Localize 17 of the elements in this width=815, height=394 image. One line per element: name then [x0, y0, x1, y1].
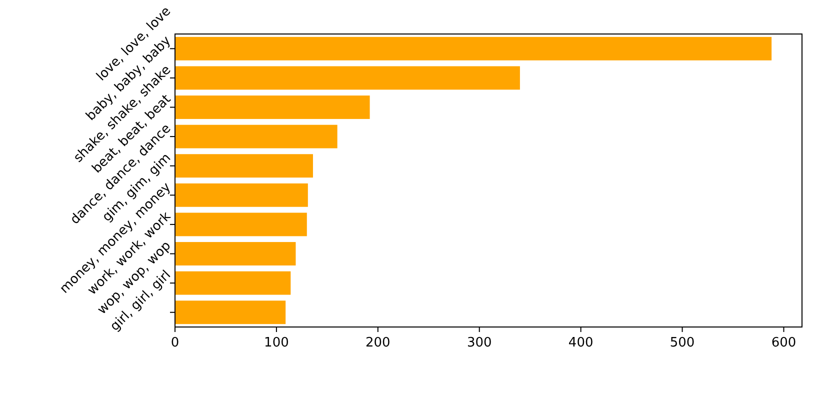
bar [175, 242, 296, 266]
x-tick-label: 100 [264, 336, 289, 351]
bar [175, 271, 291, 295]
bar [175, 183, 308, 207]
x-tick-label: 500 [670, 336, 695, 351]
bar [175, 154, 313, 178]
bar [175, 300, 286, 324]
bar [175, 124, 338, 148]
bar [175, 212, 307, 236]
x-tick-label: 300 [466, 336, 492, 351]
x-tick-label: 600 [771, 336, 796, 351]
bar [175, 66, 520, 90]
bar [175, 36, 772, 60]
bar [175, 96, 370, 119]
x-tick-label: 200 [366, 336, 390, 351]
x-tick-label: 0 [170, 336, 180, 351]
x-tick-label: 400 [568, 336, 594, 351]
